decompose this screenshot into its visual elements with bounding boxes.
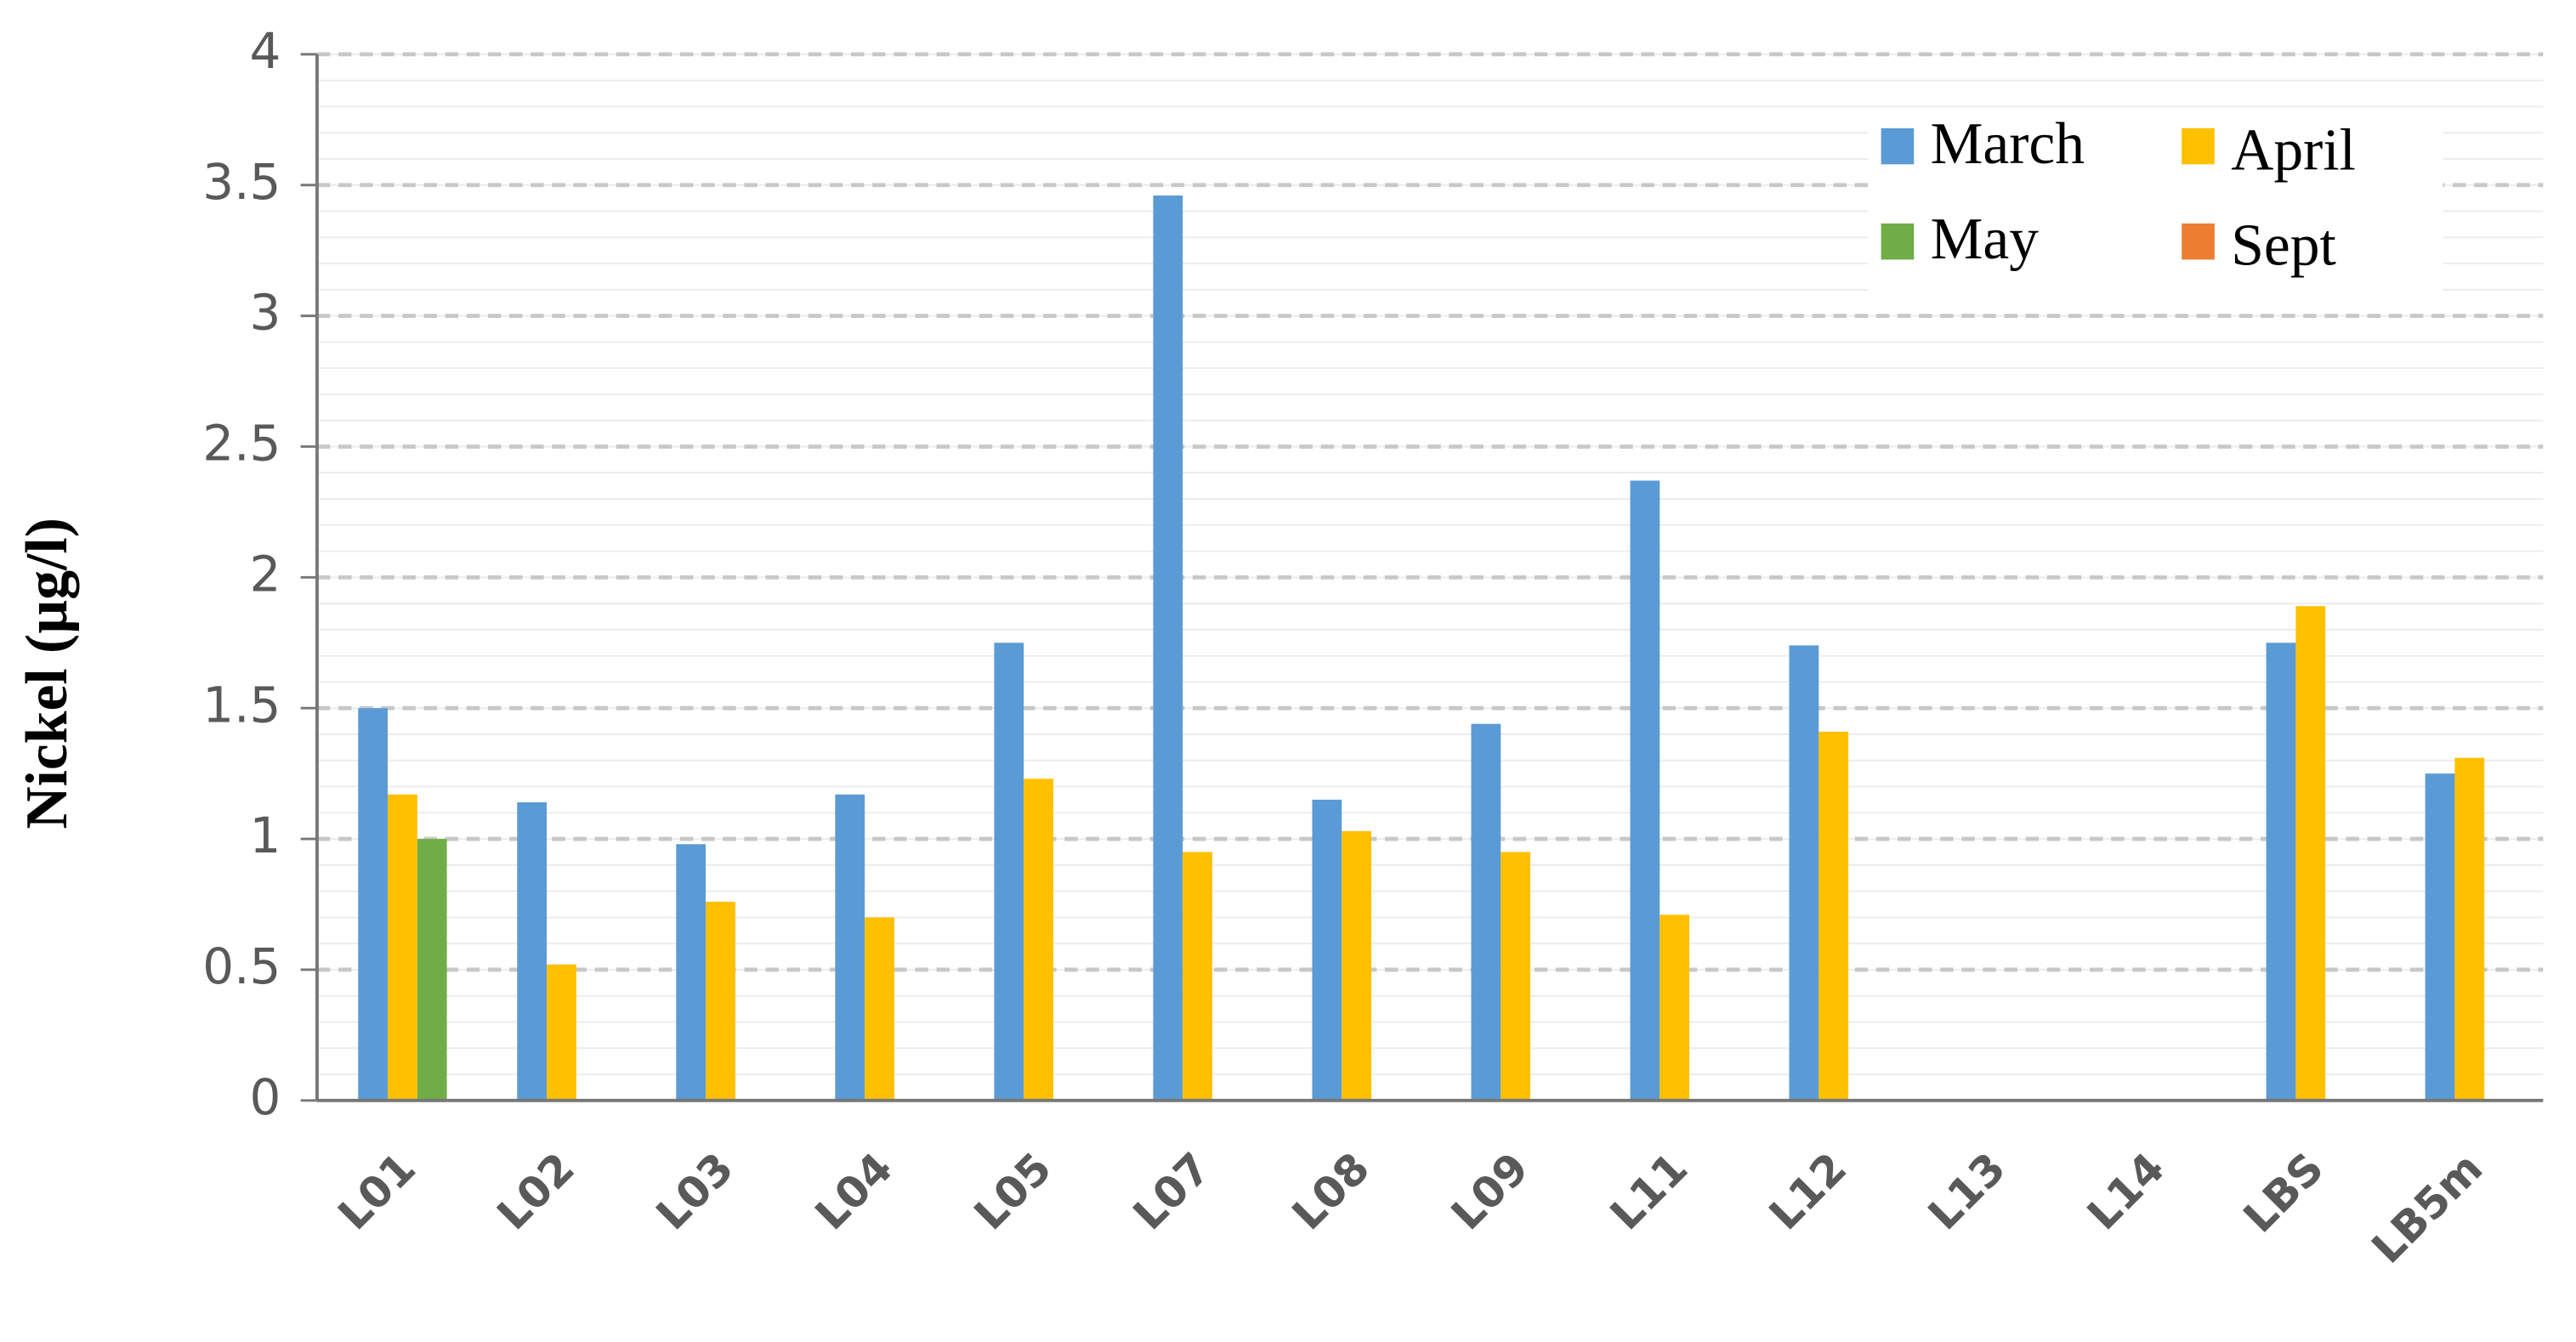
bar (835, 794, 865, 1101)
bar (1153, 195, 1183, 1101)
legend-label: March (1931, 111, 2085, 177)
legend-label: May (1931, 207, 2040, 272)
x-tick-label: L08 (1282, 1143, 1379, 1240)
bar (547, 964, 576, 1101)
bar (2266, 643, 2296, 1101)
x-tick-label: L11 (1600, 1143, 1697, 1240)
bar (2454, 757, 2485, 1101)
bar (1342, 830, 1372, 1101)
x-tick-label: L09 (1441, 1143, 1538, 1240)
legend-label: April (2231, 118, 2356, 184)
bar (1789, 645, 1819, 1101)
y-tick-label: 2.5 (202, 415, 281, 473)
legend-swatch (1881, 223, 1915, 260)
legend-box (1868, 108, 2443, 293)
bar (1501, 852, 1531, 1101)
bar (2295, 606, 2326, 1101)
y-tick-label: 3 (250, 284, 281, 342)
y-axis-label: Nickel (µg/l) (14, 518, 80, 829)
legend-swatch (2182, 127, 2215, 165)
y-tick-label: 1.5 (202, 676, 281, 733)
bar (1660, 914, 1690, 1101)
bar (676, 844, 706, 1101)
legend-swatch (2182, 223, 2215, 260)
x-tick-label: L05 (964, 1143, 1061, 1240)
bar (388, 794, 417, 1101)
x-tick-label: L07 (1123, 1143, 1220, 1240)
legend-label: Sept (2231, 213, 2336, 279)
x-tick-label: L03 (646, 1143, 743, 1240)
y-tick-label: 2 (250, 545, 281, 603)
x-tick-label: L13 (1918, 1143, 2015, 1240)
y-tick-label: 3.5 (202, 153, 281, 211)
bar (865, 917, 894, 1101)
x-tick-label: L12 (1759, 1143, 1856, 1240)
bar (994, 643, 1024, 1101)
bar (1819, 731, 1849, 1101)
bar (1024, 779, 1053, 1101)
bar (517, 802, 548, 1101)
bar (358, 708, 389, 1101)
y-tick-label: 0 (250, 1068, 281, 1126)
y-tick-label: 0.5 (202, 937, 281, 995)
legend-swatch (1881, 127, 1915, 165)
bar (1183, 852, 1212, 1101)
bar (706, 901, 735, 1101)
bar (417, 839, 447, 1101)
bar (1630, 480, 1660, 1101)
x-tick-label: LB5m (2362, 1143, 2492, 1273)
y-tick-label: 4 (250, 22, 281, 80)
x-tick-label: L02 (487, 1143, 584, 1240)
x-tick-label: L14 (2077, 1143, 2174, 1240)
x-tick-label: LBS (2233, 1143, 2333, 1243)
bar (1471, 723, 1501, 1101)
x-tick-label: L01 (328, 1143, 425, 1240)
y-tick-label: 1 (250, 807, 281, 864)
bar (1312, 799, 1342, 1101)
x-tick-label: L04 (805, 1143, 902, 1240)
bar (2425, 773, 2455, 1101)
